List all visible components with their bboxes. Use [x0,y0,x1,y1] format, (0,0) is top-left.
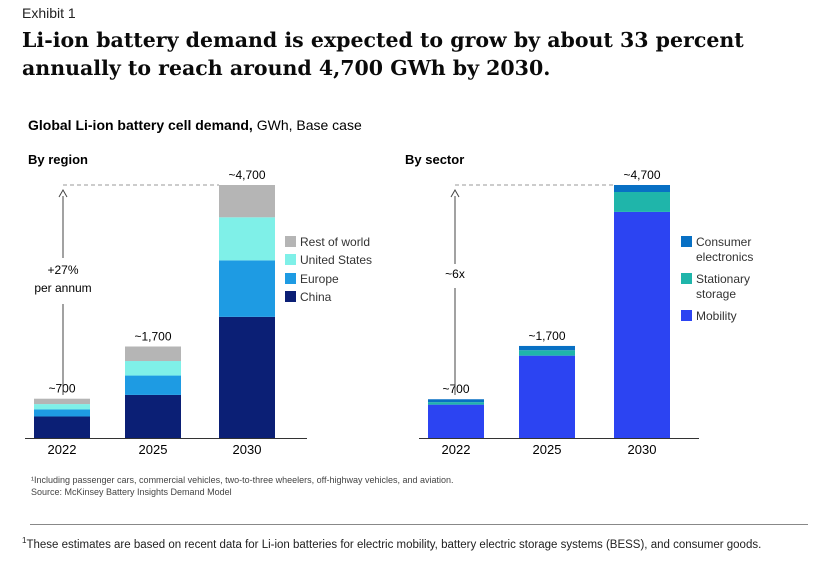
region-bar-2030-china [219,316,275,438]
headline: Li-ion battery demand is expected to gro… [22,28,744,80]
footnote-source: Source: McKinsey Battery Insights Demand… [31,487,232,497]
region-legend-swatch-europe [285,273,296,284]
sector-legend-swatch-stationary-storage [681,273,692,284]
region-chart-subtitle: By region [28,152,88,167]
region-bar-2025-europe [125,375,181,395]
sector-x-tick-2025: 2025 [533,442,562,457]
region-bar-2030-rest-of-world [219,185,275,218]
region-legend-label-china: China [300,290,332,304]
sector-growth-annotation-1: ~6x [445,267,465,281]
sector-total-label-2030: ~4,700 [623,168,660,182]
sector-x-tick-2030: 2030 [628,442,657,457]
sector-bar-2030-stationary-storage [614,191,670,212]
footnote-vehicles: ¹Including passenger cars, commercial ve… [31,475,454,485]
region-legend-label-rest-of-world: Rest of world [300,235,370,249]
sector-total-label-2025: ~1,700 [528,329,565,343]
main-footnote: 1These estimates are based on recent dat… [22,533,792,553]
sector-bar-2025-consumer-electronics [519,345,575,351]
region-legend-swatch-rest-of-world [285,236,296,247]
region-bar-2030-united-states [219,217,275,261]
region-bar-2022-united-states [34,404,90,410]
region-bar-2022-rest-of-world [34,398,90,405]
region-total-label-2025: ~1,700 [134,329,171,343]
region-bar-2025-united-states [125,361,181,376]
sector-bar-2022-consumer-electronics [428,399,484,403]
region-x-tick-2022: 2022 [48,442,77,457]
exhibit-label: Exhibit 1 [22,5,76,21]
sector-bar-2025-mobility [519,355,575,438]
sector-legend-swatch-mobility [681,310,692,321]
sector-total-label-2022: ~700 [442,382,469,396]
region-growth-arrowhead [58,188,68,198]
chart-title-rest: GWh, Base case [252,117,362,133]
sector-legend-label-stationary-storage-line2: storage [696,287,736,301]
sector-chart-subtitle: By sector [405,152,464,167]
sector-bar-2022-stationary-storage [428,402,484,405]
region-bar-2025-rest-of-world [125,346,181,362]
region-bar-2022-europe [34,409,90,417]
sector-legend-label-stationary-storage-line1: Stationary [696,272,750,286]
divider [30,524,808,525]
chart-title-bold: Global Li-ion battery cell demand, [28,117,253,133]
sector-legend-label-consumer-electronics-line2: electronics [696,250,753,264]
region-legend-swatch-china [285,291,296,302]
region-legend-swatch-united-states [285,254,296,265]
source-footnotes: ¹Including passenger cars, commercial ve… [31,474,454,498]
region-growth-annotation-2: per annum [34,281,91,295]
sector-growth-arrowhead [450,188,460,198]
region-total-label-2022: ~700 [48,382,75,396]
sector-bar-2030-consumer-electronics [614,185,670,192]
region-x-tick-2025: 2025 [139,442,168,457]
chart-title: Global Li-ion battery cell demand, GWh, … [28,117,362,133]
footnote-marker: 1 [22,536,27,545]
region-legend-label-europe: Europe [300,272,339,286]
region-growth-annotation-1: +27% [47,263,78,277]
region-bar-2030-europe [219,260,275,317]
sector-bar-2025-stationary-storage [519,350,575,356]
sector-x-tick-2022: 2022 [442,442,471,457]
sector-bar-2022-mobility [428,404,484,438]
region-legend-label-united-states: United States [300,253,372,267]
region-x-tick-2030: 2030 [233,442,262,457]
sector-legend-swatch-consumer-electronics [681,236,692,247]
sector-legend-label-consumer-electronics-line1: Consumer [696,235,751,249]
sector-bar-2030-mobility [614,211,670,438]
footnote-text: These estimates are based on recent data… [26,538,762,551]
region-bar-2025-china [125,394,181,438]
sector-legend-label-mobility: Mobility [696,309,737,323]
region-total-label-2030: ~4,700 [228,168,265,182]
region-bar-2022-china [34,416,90,438]
